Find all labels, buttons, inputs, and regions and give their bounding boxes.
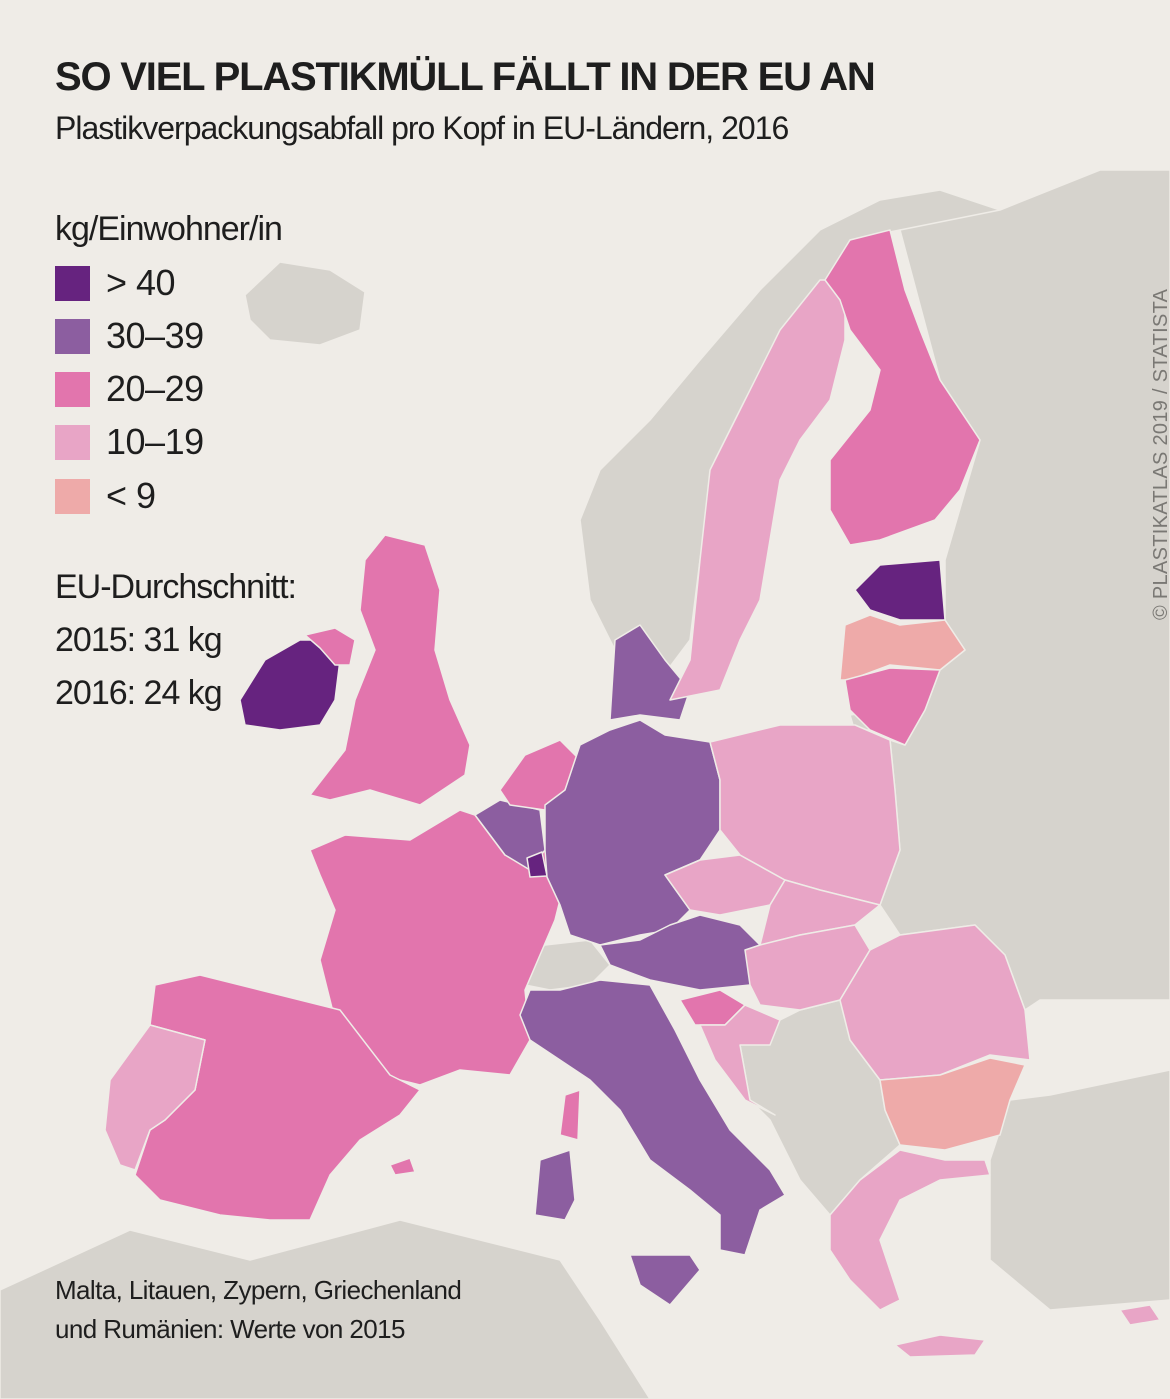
eu-average-2015: 2015: 31 kg	[55, 621, 223, 659]
region-corsica	[559, 1089, 581, 1141]
legend-label: 10–19	[106, 421, 204, 462]
north-africa	[0, 1219, 651, 1399]
region-crete	[894, 1334, 986, 1358]
region-lithuania	[844, 667, 941, 746]
region-sardinia	[534, 1149, 576, 1221]
region-sweden	[669, 279, 846, 701]
region-croatia	[699, 1004, 781, 1116]
legend-swatch	[55, 424, 90, 460]
legend-item: < 9	[55, 475, 156, 516]
legend-swatch	[55, 265, 90, 301]
iceland	[244, 261, 366, 346]
region-denmark	[609, 624, 691, 721]
region-northern-ireland	[304, 627, 356, 666]
legend-label: 30–39	[106, 315, 204, 356]
region-finland	[824, 229, 981, 546]
legend-label: 20–29	[106, 368, 204, 409]
turkey	[989, 1069, 1170, 1311]
region-portugal	[104, 1024, 206, 1171]
region-uk	[309, 534, 471, 806]
legend-item: 10–19	[55, 421, 204, 462]
region-cyprus	[1119, 1304, 1161, 1326]
region-estonia	[854, 559, 946, 621]
footnote-line-2: und Rumänien: Werte von 2015	[55, 1314, 405, 1344]
legend-swatch	[55, 478, 90, 514]
region-latvia	[839, 614, 966, 681]
chart-subtitle: Plastikverpackungsabfall pro Kopf in EU-…	[55, 110, 789, 146]
legend-item: > 40	[55, 262, 176, 303]
legend-title: kg/Einwohner/in	[55, 210, 283, 248]
eu-countries	[104, 229, 1161, 1358]
region-greece	[829, 1149, 991, 1311]
region-italy	[519, 979, 786, 1256]
source-credit: © PLASTIKATLAS 2019 / STATISTA	[1150, 288, 1170, 620]
legend-item: 20–29	[55, 368, 204, 409]
chart-title: SO VIEL PLASTIKMÜLL FÄLLT IN DER EU AN	[55, 55, 876, 99]
legend-swatch	[55, 371, 90, 407]
non-eu-land	[0, 169, 1170, 1399]
switzerland	[519, 939, 611, 991]
region-ireland	[239, 639, 341, 731]
legend-swatch	[55, 318, 90, 354]
eu-average-2016: 2016: 24 kg	[55, 674, 223, 712]
region-romania	[839, 924, 1031, 1081]
eu-average-label: EU-Durchschnitt:	[55, 568, 297, 606]
footnote-line-1: Malta, Litauen, Zypern, Griechenland	[55, 1275, 462, 1305]
region-sicily	[629, 1254, 701, 1306]
legend-item: 30–39	[55, 315, 204, 356]
legend-label: < 9	[106, 475, 156, 516]
legend-label: > 40	[106, 262, 176, 303]
region-bulgaria	[879, 1057, 1026, 1151]
region-balearics	[389, 1157, 416, 1176]
